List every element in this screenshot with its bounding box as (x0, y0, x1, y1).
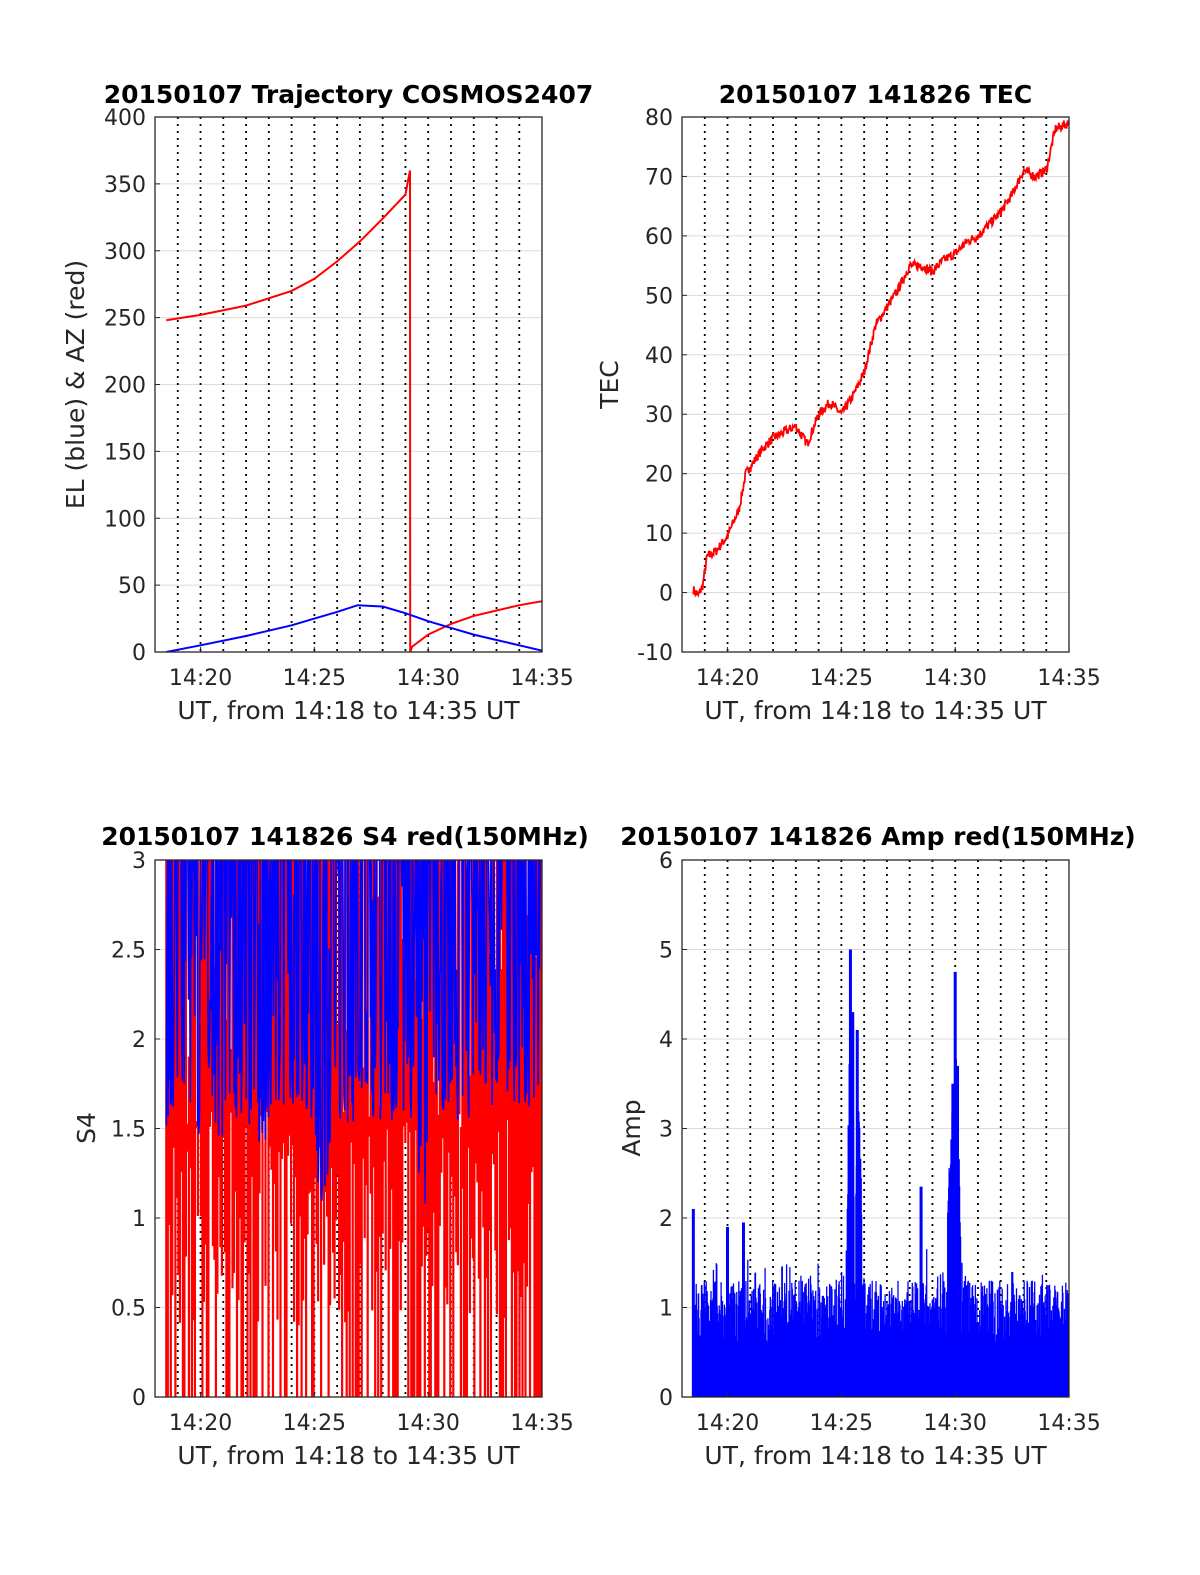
y-tick-label: 150 (104, 440, 146, 465)
y-tick-label: 3 (132, 849, 146, 874)
y-ticks-trajectory: 0 50 100 150 200 250 300 350 400 (104, 106, 160, 666)
y-tick-label: 3 (659, 1118, 673, 1143)
x-tick-label: 14:35 (510, 666, 573, 691)
y-tick-label: 80 (645, 106, 673, 131)
series-trajectory (166, 170, 542, 652)
y-tick-label: 0.5 (111, 1297, 146, 1322)
y-tick-label: 0 (659, 582, 673, 607)
y-tick-label: 1 (132, 1207, 146, 1232)
y-tick-label: 400 (104, 106, 146, 131)
y-tick-label: 200 (104, 374, 146, 399)
chart-title-s4: 20150107 141826 S4 red(150MHz) (101, 822, 589, 851)
x-tick-label: 14:35 (1037, 1411, 1100, 1436)
azimuth-line (166, 170, 542, 652)
y-tick-label: 50 (645, 284, 673, 309)
x-ticks-tec: 14:20 14:25 14:30 14:35 (696, 647, 1101, 691)
grid-amp (682, 860, 1069, 1397)
x-ticks-amp: 14:20 14:25 14:30 14:35 (696, 1392, 1101, 1436)
y-axis-label-tec: TEC (595, 360, 624, 410)
y-tick-label: 60 (645, 225, 673, 250)
y-ticks-s4: 0 0.5 1 1.5 2 2.5 3 (111, 849, 160, 1411)
x-tick-label: 14:30 (397, 666, 460, 691)
x-tick-label: 14:30 (397, 1411, 460, 1436)
chart-title-tec: 20150107 141826 TEC (719, 80, 1032, 109)
x-tick-label: 14:25 (283, 666, 346, 691)
y-tick-label: 250 (104, 307, 146, 332)
series-s4 (165, 860, 542, 1397)
x-ticks-s4: 14:20 14:25 14:30 14:35 (169, 1392, 574, 1436)
y-ticks-amp: 0 1 2 3 4 5 6 (659, 849, 687, 1411)
elevation-line (166, 604, 542, 652)
axes-box-tec (681, 116, 1070, 653)
grid-tec (682, 117, 1069, 652)
x-tick-label: 14:30 (924, 666, 987, 691)
chart-title-trajectory: 20150107 Trajectory COSMOS2407 (104, 80, 594, 109)
y-tick-label: 350 (104, 173, 146, 198)
x-ticks-trajectory: 14:20 14:25 14:30 14:35 (169, 647, 574, 691)
x-tick-label: 14:20 (169, 666, 232, 691)
chart-title-amp: 20150107 141826 Amp red(150MHz) (620, 822, 1136, 851)
y-tick-label: 0 (132, 641, 146, 666)
y-axis-label-amp: Amp (617, 1099, 646, 1156)
x-tick-label: 14:25 (810, 666, 873, 691)
x-axis-label-trajectory: UT, from 14:18 to 14:35 UT (177, 696, 520, 725)
y-tick-label: 6 (659, 849, 673, 874)
y-tick-label: 2.5 (111, 939, 146, 964)
x-tick-label: 14:20 (169, 1411, 232, 1436)
y-tick-label: 1.5 (111, 1118, 146, 1143)
x-tick-label: 14:35 (1037, 666, 1100, 691)
y-tick-label: 0 (659, 1386, 673, 1411)
panel-s4: 0 0.5 1 1.5 2 2.5 3 14:20 14:25 14:30 14:35 20150… (72, 822, 589, 1470)
y-tick-label: 100 (104, 507, 146, 532)
grid-trajectory (155, 117, 542, 652)
y-axis-label-s4: S4 (72, 1112, 101, 1144)
series-amp (691, 949, 1069, 1397)
x-axis-label-amp: UT, from 14:18 to 14:35 UT (704, 1441, 1047, 1470)
x-tick-label: 14:20 (696, 1411, 759, 1436)
series-tec (692, 120, 1069, 599)
x-tick-label: 14:25 (283, 1411, 346, 1436)
y-tick-label: 70 (645, 165, 673, 190)
y-tick-label: 4 (659, 1028, 673, 1053)
panel-trajectory: 0 50 100 150 200 250 300 350 400 14:20 14:25 14:30… (61, 80, 593, 725)
x-tick-label: 14:35 (510, 1411, 573, 1436)
y-tick-label: 2 (132, 1028, 146, 1053)
y-tick-label: 10 (645, 522, 673, 547)
s4-blue-band (165, 860, 542, 1204)
y-tick-label: 300 (104, 240, 146, 265)
x-axis-label-s4: UT, from 14:18 to 14:35 UT (177, 1441, 520, 1470)
y-tick-label: 1 (659, 1297, 673, 1322)
y-tick-label: 5 (659, 939, 673, 964)
panel-amp: 0 1 2 3 4 5 6 14:20 14:25 14:30 14:35 20150107 14… (617, 822, 1136, 1470)
y-tick-label: 0 (132, 1386, 146, 1411)
y-tick-label: 30 (645, 403, 673, 428)
y-tick-label: -10 (637, 641, 673, 666)
y-tick-label: 20 (645, 463, 673, 488)
x-tick-label: 14:25 (810, 1411, 873, 1436)
y-ticks-tec: -10 0 10 20 30 40 50 60 70 80 (637, 106, 687, 666)
x-tick-label: 14:20 (696, 666, 759, 691)
y-axis-label-trajectory: EL (blue) & AZ (red) (61, 260, 90, 509)
x-tick-label: 14:30 (924, 1411, 987, 1436)
tec-line (692, 120, 1069, 599)
x-axis-label-tec: UT, from 14:18 to 14:35 UT (704, 696, 1047, 725)
panel-tec: -10 0 10 20 30 40 50 60 70 80 14:20 14:25 14:30 14:3… (595, 80, 1101, 725)
y-tick-label: 50 (118, 574, 146, 599)
y-tick-label: 2 (659, 1207, 673, 1232)
y-tick-label: 40 (645, 344, 673, 369)
